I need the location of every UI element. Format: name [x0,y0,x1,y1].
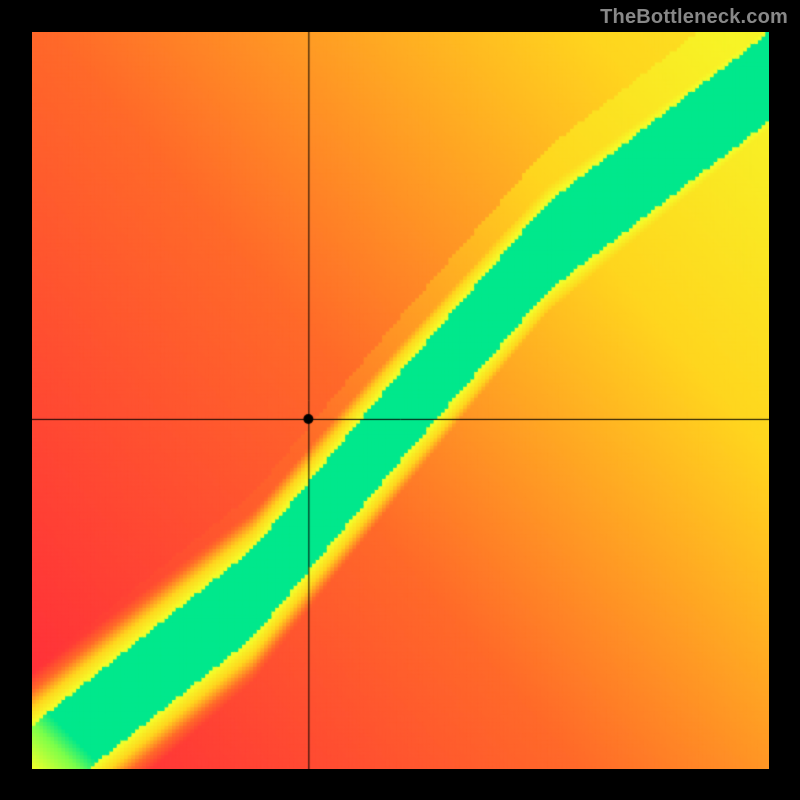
chart-container: TheBottleneck.com [0,0,800,800]
watermark-text: TheBottleneck.com [600,6,788,29]
bottleneck-heatmap [32,32,769,769]
